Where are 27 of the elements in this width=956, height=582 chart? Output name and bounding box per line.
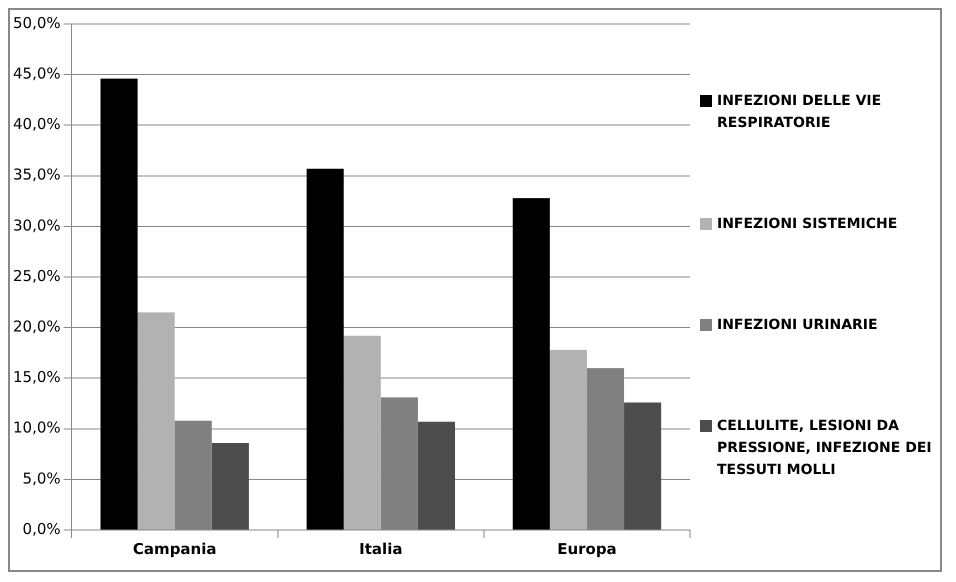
bar — [550, 350, 587, 530]
y-tick-label: 30,0% — [12, 216, 61, 234]
y-tick-label: 50,0% — [12, 14, 61, 32]
x-tick-label: Campania — [132, 540, 216, 558]
y-tick-label: 25,0% — [12, 266, 61, 285]
x-tick-label: Europa — [557, 540, 617, 558]
bar — [306, 168, 344, 530]
y-tick-label: 40,0% — [12, 115, 61, 134]
bar — [418, 422, 456, 530]
y-tick-label: 45,0% — [12, 64, 61, 82]
bar — [212, 442, 249, 530]
y-tick-label: 5,0% — [22, 469, 61, 488]
y-tick-label: 10,0% — [12, 418, 61, 437]
legend-label: INFEZIONI DELLE VIE RESPIRATORIE — [717, 92, 882, 132]
y-tick-label: 20,0% — [12, 317, 61, 336]
bar — [100, 78, 138, 530]
bar — [624, 402, 662, 530]
y-tick-label: 15,0% — [12, 368, 61, 386]
bar — [344, 336, 381, 530]
y-tick-label: 35,0% — [12, 166, 61, 184]
bar — [512, 198, 550, 530]
y-tick-label: 0,0% — [22, 520, 61, 538]
legend-label: INFEZIONI SISTEMICHE — [717, 214, 898, 234]
legend-label: CELLULITE, LESIONI DA PRESSIONE, INFEZIONE DEI TESSUTI MOLLI — [717, 416, 933, 480]
x-tick-label: Italia — [359, 540, 402, 558]
legend-label: INFEZIONI URINARIE — [717, 316, 878, 334]
bar — [138, 312, 175, 530]
